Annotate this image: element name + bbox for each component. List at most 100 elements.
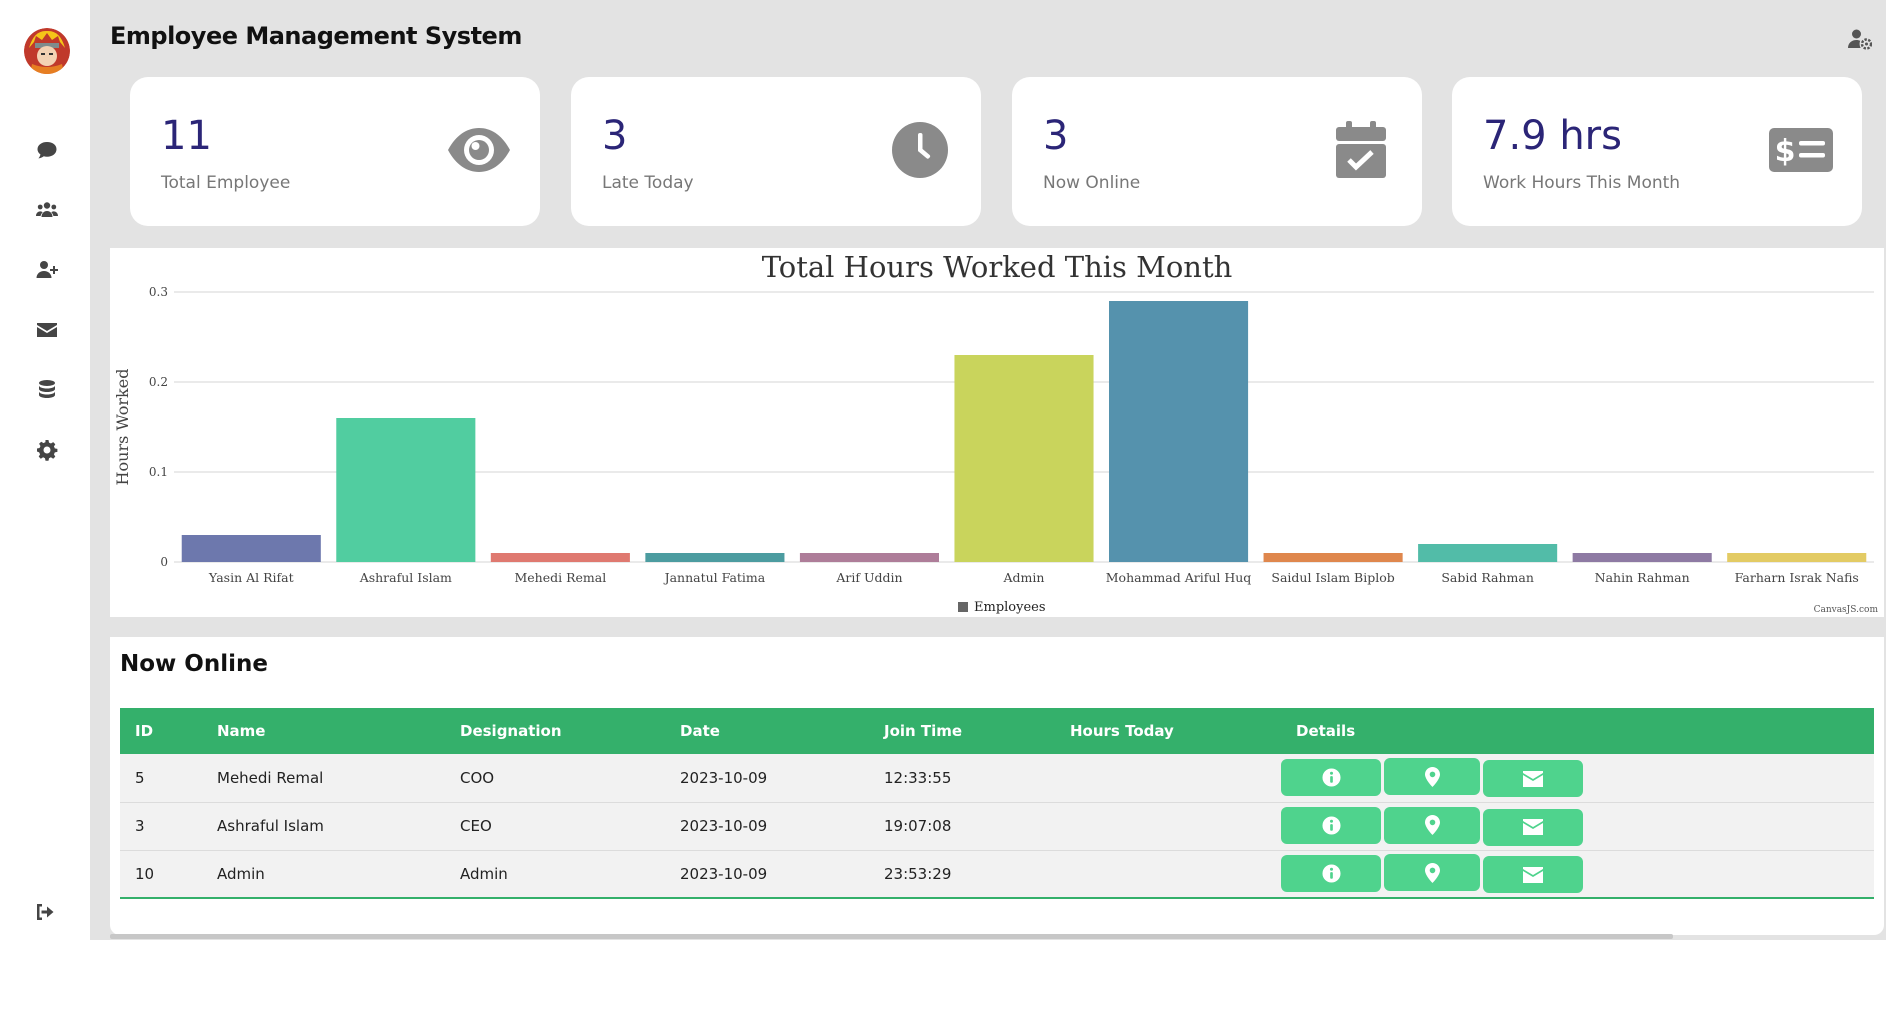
info-button[interactable] — [1281, 854, 1381, 892]
x-tick-label: Mohammad Ariful Huq — [1106, 570, 1252, 585]
info-icon — [1321, 864, 1341, 883]
x-tick-label: Nahin Rahman — [1595, 570, 1690, 585]
y-tick-label: 0.2 — [149, 375, 168, 389]
x-tick-label: Admin — [1003, 570, 1045, 585]
table-row: 10 Admin Admin 2023-10-09 23:53:29 — [120, 850, 1874, 898]
page-title: Employee Management System — [110, 22, 522, 50]
logout-button[interactable] — [31, 898, 59, 926]
now-online-title: Now Online — [120, 651, 268, 677]
cell-join-time: 23:53:29 — [884, 864, 952, 883]
x-tick-label: Jannatul Fatima — [663, 570, 766, 585]
chat-bubble-icon — [37, 142, 57, 159]
info-button[interactable] — [1281, 807, 1381, 844]
cell-id: 3 — [135, 817, 145, 835]
user-plus-icon — [36, 261, 58, 278]
cell-id: 10 — [135, 864, 155, 883]
email-button[interactable] — [1483, 856, 1583, 894]
eye-icon — [446, 117, 512, 183]
cell-hours-today — [1055, 754, 1281, 802]
x-tick-label: Farharn Israk Nafis — [1735, 570, 1859, 585]
card-late-today: 3 Late Today — [571, 77, 981, 226]
email-button[interactable] — [1483, 760, 1583, 798]
sidebar-item-employees[interactable] — [33, 196, 61, 224]
map-marker-icon — [1424, 815, 1440, 835]
hours-chart-panel: Total Hours Worked This Month 0 0.1 0.2 0.3 H… — [110, 248, 1884, 617]
y-tick-label: 0.1 — [149, 465, 168, 479]
card-label: Late Today — [602, 173, 694, 193]
chart-bar — [799, 553, 939, 562]
chart-bar — [1572, 553, 1712, 562]
horizontal-scrollbar[interactable] — [110, 934, 1673, 939]
info-icon — [1321, 768, 1341, 787]
sidebar — [0, 0, 90, 940]
cell-hours-today — [1055, 802, 1281, 850]
location-button[interactable] — [1384, 806, 1480, 844]
cell-date: 2023-10-09 — [680, 817, 768, 835]
cell-details — [1281, 754, 1874, 802]
info-button[interactable] — [1281, 758, 1381, 796]
cell-name: Admin — [217, 864, 265, 883]
card-now-online: 3 Now Online — [1012, 77, 1422, 226]
x-tick-label: Yasin Al Rifat — [208, 570, 294, 585]
column-header: ID — [135, 722, 154, 740]
money-bill-icon: $ — [1768, 117, 1834, 183]
avatar[interactable] — [24, 28, 70, 74]
cell-hours-today — [1055, 850, 1281, 898]
envelope-icon — [37, 323, 57, 337]
card-value: 3 — [602, 113, 628, 159]
map-marker-icon — [1424, 862, 1440, 883]
x-tick-label: Arif Uddin — [835, 570, 902, 585]
user-cog-icon — [1848, 29, 1873, 50]
chart-bar — [1418, 544, 1558, 562]
sidebar-item-mail[interactable] — [33, 316, 61, 344]
cell-date: 2023-10-09 — [680, 768, 768, 787]
cell-designation: COO — [460, 768, 495, 787]
chart-bar — [954, 355, 1094, 562]
card-label: Work Hours This Month — [1483, 173, 1681, 193]
users-icon — [36, 202, 58, 217]
card-label: Total Employee — [161, 173, 291, 193]
legend-label: Employees — [974, 600, 1046, 615]
y-tick-label: 0 — [160, 555, 168, 569]
admin-settings-button[interactable] — [1848, 28, 1873, 50]
cell-designation: Admin — [460, 864, 508, 883]
chart-bar — [1109, 301, 1249, 562]
x-tick-label: Sabid Rahman — [1441, 570, 1534, 585]
envelope-icon — [1523, 866, 1543, 883]
cell-designation: CEO — [460, 817, 492, 835]
x-tick-label: Saidul Islam Biplob — [1271, 570, 1394, 585]
cell-id: 5 — [135, 768, 145, 787]
envelope-icon — [1523, 770, 1543, 787]
column-header: Join Time — [884, 722, 963, 740]
card-value: 7.9 hrs — [1483, 113, 1622, 159]
sidebar-item-database[interactable] — [33, 376, 61, 404]
location-button[interactable] — [1384, 854, 1480, 892]
card-value: 3 — [1043, 113, 1069, 159]
sidebar-item-chat[interactable] — [33, 136, 61, 164]
x-tick-label: Mehedi Remal — [514, 570, 606, 585]
y-axis-label: Hours Worked — [113, 369, 132, 486]
column-header: Details — [1296, 722, 1356, 740]
location-button[interactable] — [1384, 758, 1480, 796]
chart-title: Total Hours Worked This Month — [762, 250, 1233, 284]
chart-bar — [490, 553, 630, 562]
clock-icon — [887, 117, 953, 183]
email-button[interactable] — [1483, 808, 1583, 846]
y-tick-label: 0.3 — [149, 285, 168, 299]
column-header: Designation — [460, 722, 562, 740]
x-tick-label: Ashraful Islam — [359, 570, 452, 585]
cell-join-time: 19:07:08 — [884, 817, 952, 835]
cell-name: Ashraful Islam — [217, 817, 324, 835]
now-online-panel: Now Online ID Name Designation Date Join… — [110, 637, 1884, 935]
column-header: Name — [217, 722, 266, 740]
legend-swatch — [958, 602, 968, 612]
chart-bar — [336, 418, 476, 562]
sidebar-item-add-employee[interactable] — [33, 256, 61, 284]
chart-watermark: CanvasJS.com — [1814, 605, 1879, 615]
sidebar-item-settings[interactable] — [33, 436, 61, 464]
cell-details — [1281, 802, 1874, 850]
column-header: Date — [680, 722, 720, 740]
chart-bar — [181, 535, 321, 562]
cell-date: 2023-10-09 — [680, 864, 768, 883]
